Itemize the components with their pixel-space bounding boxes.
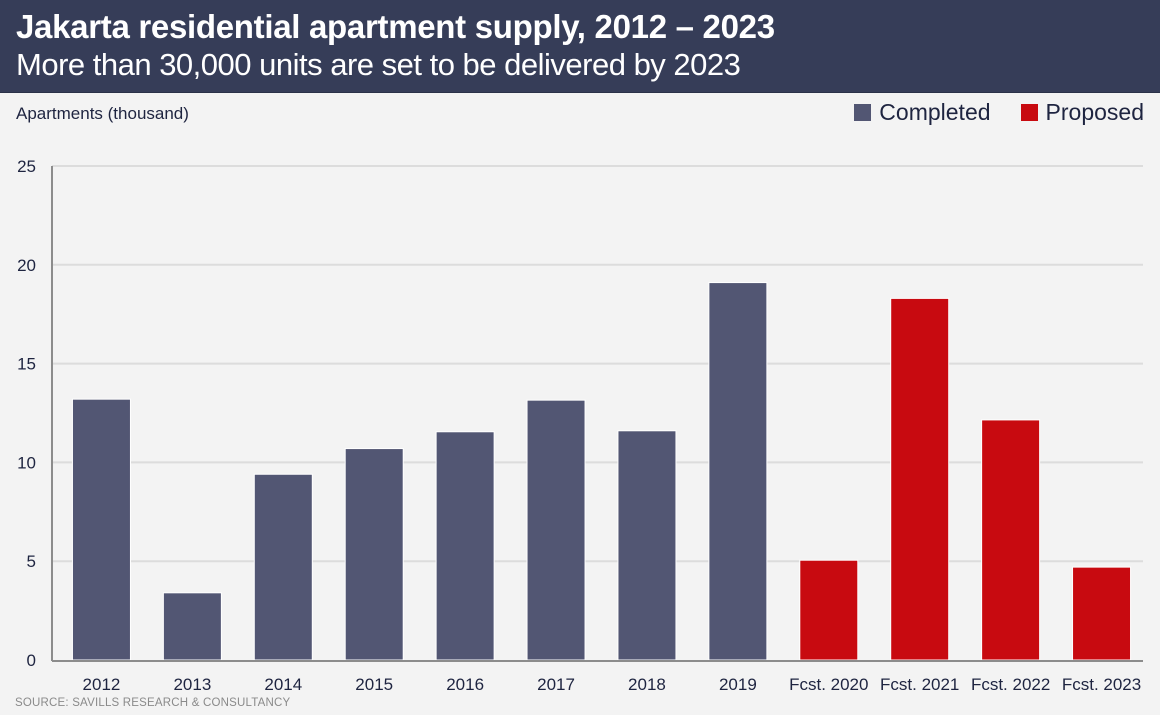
bar-2019	[708, 282, 768, 661]
x-tick-label: 2019	[719, 675, 757, 694]
legend-label-proposed: Proposed	[1045, 99, 1144, 125]
header-banner: Jakarta residential apartment supply, 20…	[0, 0, 1160, 93]
y-tick-label: 15	[17, 355, 36, 374]
legend-swatch-proposed	[1020, 104, 1038, 121]
x-tick-label: Fcst. 2023	[1062, 675, 1141, 694]
y-axis-ticks: 0 5 10 15 20 25	[17, 157, 36, 670]
bar-fcst-2022	[981, 419, 1041, 661]
chart-subtitle: More than 30,000 units are set to be del…	[16, 47, 741, 82]
bar-2018	[617, 430, 677, 661]
bar-2014	[253, 473, 313, 661]
y-tick-label: 5	[27, 552, 36, 571]
bar-2013	[162, 592, 222, 661]
x-tick-label: Fcst. 2020	[789, 675, 868, 694]
legend: Completed Proposed	[854, 99, 1144, 126]
bar-2016	[435, 431, 495, 661]
source-note: SOURCE: SAVILLS RESEARCH & CONSULTANCY	[15, 697, 291, 709]
bar-2015	[344, 448, 404, 661]
y-tick-label: 0	[27, 651, 36, 670]
legend-swatch-completed	[854, 104, 872, 121]
x-tick-label: 2012	[83, 675, 121, 694]
legend-label-completed: Completed	[879, 99, 991, 125]
x-axis-ticks: 2012 2013 2014 2015 2016 2017 2018 2019 Fcst. 20…	[83, 675, 1142, 694]
x-tick-label: Fcst. 2021	[880, 675, 959, 694]
x-tick-label: 2016	[446, 675, 484, 694]
legend-item-completed: Completed	[854, 99, 991, 126]
x-tick-label: 2013	[173, 675, 211, 694]
x-tick-label: 2017	[537, 675, 575, 694]
bar-fcst-2021	[890, 297, 950, 661]
x-tick-label: 2018	[628, 675, 666, 694]
x-tick-label: 2014	[264, 675, 302, 694]
y-tick-label: 20	[17, 256, 36, 275]
axes	[51, 166, 1143, 662]
y-tick-label: 25	[17, 157, 36, 176]
x-tick-label: Fcst. 2022	[971, 675, 1050, 694]
bar-2017	[526, 399, 586, 661]
x-tick-label: 2015	[355, 675, 393, 694]
y-axis-label: Apartments (thousand)	[16, 104, 189, 123]
gridlines	[52, 165, 1143, 563]
chart-title: Jakarta residential apartment supply, 20…	[16, 8, 775, 45]
legend-item-proposed: Proposed	[1020, 99, 1144, 126]
bar-fcst-2020	[799, 559, 859, 661]
bar-fcst-2023	[1072, 566, 1132, 661]
y-tick-label: 10	[17, 453, 36, 472]
bars	[71, 282, 1132, 661]
bar-2012	[71, 398, 131, 661]
